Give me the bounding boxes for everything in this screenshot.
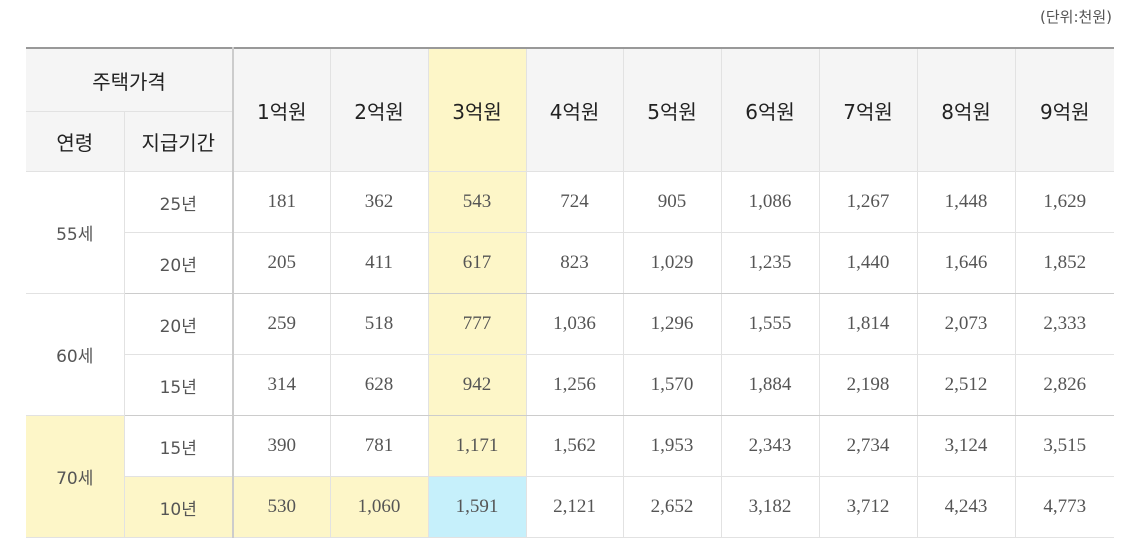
price-header: 8억원 <box>916 47 1016 172</box>
value-cell: 1,029 <box>622 232 722 294</box>
value-cell: 390 <box>232 415 331 477</box>
value-cell: 2,512 <box>916 354 1016 416</box>
price-header: 7억원 <box>818 47 918 172</box>
value-cell: 942 <box>427 354 527 416</box>
value-cell: 1,953 <box>622 415 722 477</box>
value-cell: 1,646 <box>916 232 1016 294</box>
value-cell: 1,562 <box>525 415 624 477</box>
value-cell: 2,652 <box>622 476 722 538</box>
value-cell: 1,171 <box>427 415 527 477</box>
value-cell: 2,121 <box>525 476 624 538</box>
value-cell: 2,333 <box>1014 293 1115 355</box>
price-header: 9억원 <box>1014 47 1115 172</box>
value-cell: 724 <box>525 171 624 233</box>
value-cell: 530 <box>232 476 331 538</box>
value-cell: 1,814 <box>818 293 918 355</box>
value-cell: 1,884 <box>720 354 820 416</box>
value-cell: 1,555 <box>720 293 820 355</box>
value-cell: 259 <box>232 293 331 355</box>
period-cell: 15년 <box>124 354 235 416</box>
value-cell: 3,124 <box>916 415 1016 477</box>
age-cell: 70세 <box>26 415 125 538</box>
table-row: 70세 15년 390 781 1,171 1,562 1,953 2,343 … <box>26 415 1115 538</box>
period-cell: 20년 <box>123 293 235 355</box>
table-row: 15년 314 628 942 1,256 1,570 1,884 2,198 … <box>26 354 1115 416</box>
value-cell-highlighted: 1,591 <box>427 476 527 538</box>
value-cell: 1,852 <box>1014 232 1115 294</box>
value-cell: 2,826 <box>1014 354 1115 416</box>
value-cell: 1,296 <box>622 293 722 355</box>
value-cell: 205 <box>232 232 331 294</box>
value-cell: 2,343 <box>720 415 820 477</box>
value-cell: 411 <box>329 232 429 294</box>
price-header: 2억원 <box>329 47 429 172</box>
age-cell: 60세 <box>26 293 125 416</box>
price-header: 1억원 <box>232 47 331 172</box>
value-cell: 1,036 <box>525 293 624 355</box>
value-cell: 1,256 <box>525 354 624 416</box>
price-header: 3억원 <box>427 47 527 172</box>
value-cell: 1,448 <box>916 171 1016 233</box>
value-cell: 3,515 <box>1014 415 1115 477</box>
value-cell: 1,235 <box>720 232 820 294</box>
value-cell: 3,712 <box>818 476 918 538</box>
age-header: 연령 <box>26 111 125 172</box>
value-cell: 617 <box>427 232 527 294</box>
price-header: 6억원 <box>720 47 820 172</box>
value-cell: 1,086 <box>720 171 820 233</box>
value-cell: 4,773 <box>1014 476 1115 538</box>
value-cell: 777 <box>427 293 527 355</box>
period-cell: 10년 <box>124 476 235 538</box>
pension-table: 주택가격 1억원 2억원 3억원 4억원 5억원 6억원 7억원 8억원 9억원… <box>26 47 1115 538</box>
value-cell: 2,198 <box>818 354 918 416</box>
value-cell: 314 <box>232 354 331 416</box>
value-cell: 3,182 <box>720 476 820 538</box>
age-cell: 55세 <box>26 171 125 294</box>
value-cell: 2,734 <box>818 415 918 477</box>
value-cell: 905 <box>622 171 722 233</box>
table-row: 60세 20년 259 518 777 1,036 1,296 1,555 1,… <box>26 293 1115 416</box>
value-cell: 4,243 <box>916 476 1016 538</box>
house-price-header: 주택가격 <box>26 47 235 112</box>
value-cell: 543 <box>427 171 527 233</box>
table-row: 20년 205 411 617 823 1,029 1,235 1,440 1,… <box>26 232 1115 294</box>
value-cell: 518 <box>329 293 429 355</box>
value-cell: 823 <box>525 232 624 294</box>
price-header: 5억원 <box>622 47 722 172</box>
value-cell: 1,440 <box>818 232 918 294</box>
period-header: 지급기간 <box>123 111 235 172</box>
period-cell: 15년 <box>123 415 235 477</box>
price-header: 4억원 <box>525 47 624 172</box>
value-cell: 1,060 <box>329 476 429 538</box>
table-row: 55세 25년 181 362 543 724 905 1,086 1,267 … <box>26 171 1115 294</box>
unit-label: (단위:천원) <box>1040 8 1112 26</box>
value-cell: 1,267 <box>818 171 918 233</box>
period-cell: 20년 <box>124 232 235 294</box>
value-cell: 2,073 <box>916 293 1016 355</box>
value-cell: 362 <box>329 171 429 233</box>
table-row: 10년 530 1,060 1,591 2,121 2,652 3,182 3,… <box>26 476 1115 538</box>
value-cell: 1,570 <box>622 354 722 416</box>
value-cell: 181 <box>232 171 331 233</box>
value-cell: 781 <box>329 415 429 477</box>
value-cell: 628 <box>329 354 429 416</box>
value-cell: 1,629 <box>1014 171 1115 233</box>
period-cell: 25년 <box>123 171 235 233</box>
